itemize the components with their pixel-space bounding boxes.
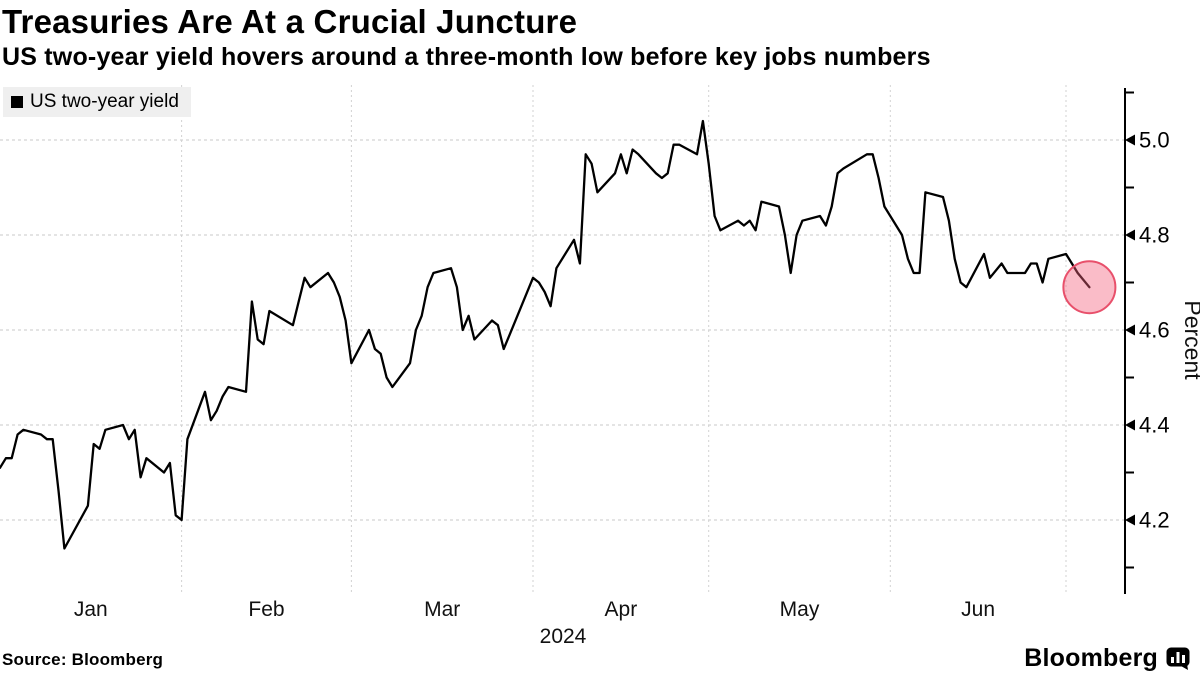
svg-text:Mar: Mar [424,598,460,621]
legend-swatch [11,96,23,108]
svg-text:4.8: 4.8 [1139,223,1170,248]
legend: US two-year yield [3,87,191,117]
svg-text:May: May [780,598,820,621]
svg-text:Apr: Apr [605,598,638,621]
svg-text:Jan: Jan [74,598,108,621]
chart-subtitle: US two-year yield hovers around a three-… [2,43,931,71]
svg-text:4.4: 4.4 [1139,413,1170,438]
bloomberg-terminal-icon [1166,647,1190,670]
bloomberg-logo-text: Bloomberg [1024,644,1158,672]
source-note: Source: Bloomberg [2,650,164,669]
chart-title: Treasuries Are At a Crucial Juncture [2,3,578,40]
bloomberg-logo: Bloomberg [1024,644,1190,673]
svg-text:4.2: 4.2 [1139,508,1170,533]
svg-text:4.6: 4.6 [1139,318,1170,343]
svg-text:Feb: Feb [248,598,284,621]
svg-text:Percent: Percent [1180,300,1200,380]
svg-text:5.0: 5.0 [1139,128,1170,153]
svg-text:2024: 2024 [540,625,587,648]
svg-text:Jun: Jun [961,598,995,621]
legend-label: US two-year yield [30,91,179,112]
